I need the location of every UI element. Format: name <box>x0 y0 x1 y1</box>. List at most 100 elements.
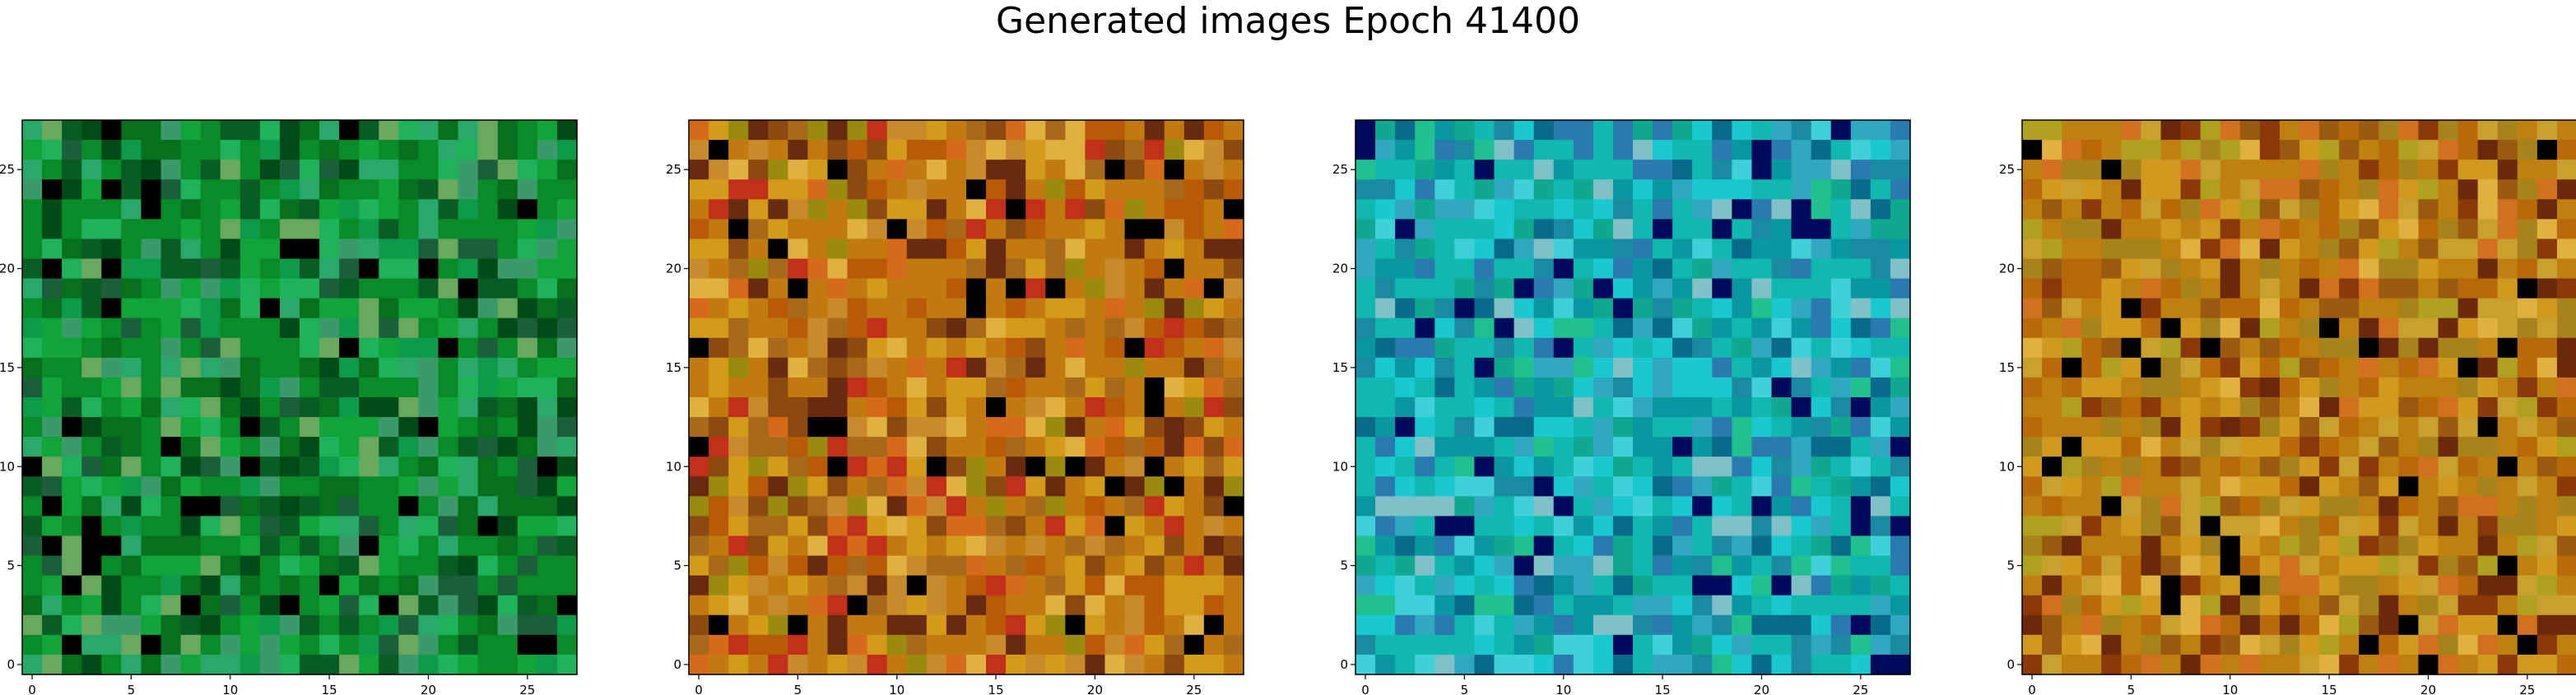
image-pixel <box>1612 179 1634 200</box>
image-pixel <box>418 575 439 596</box>
image-pixel <box>62 496 82 517</box>
image-pixel <box>200 496 221 517</box>
image-pixel <box>359 199 379 220</box>
image-pixel <box>239 437 261 457</box>
image-pixel <box>709 654 729 675</box>
image-pixel <box>1144 437 1165 457</box>
image-pixel <box>906 219 928 240</box>
image-pixel <box>1045 357 1066 378</box>
image-pixel <box>986 595 1007 616</box>
image-pixel <box>1830 535 1852 557</box>
image-pixel <box>2180 278 2202 299</box>
image-pixel <box>827 140 849 160</box>
image-pixel <box>2239 278 2261 299</box>
image-pixel <box>1791 417 1812 438</box>
image-pixel <box>2200 437 2221 457</box>
image-pixel <box>497 496 518 517</box>
image-pixel <box>2239 317 2261 339</box>
image-pixel <box>259 496 281 517</box>
image-pixel <box>867 654 888 675</box>
image-pixel <box>1183 140 1205 160</box>
image-pixel <box>906 634 928 656</box>
image-pixel <box>2536 654 2558 675</box>
image-pixel <box>2398 140 2420 160</box>
image-pixel <box>1415 258 1435 280</box>
image-pixel <box>1415 437 1435 457</box>
image-pixel <box>2279 417 2300 438</box>
image-pixel <box>1203 595 1225 616</box>
image-pixel <box>1593 140 1614 160</box>
image-pixel <box>42 535 63 557</box>
image-pixel <box>418 634 439 656</box>
image-pixel <box>1612 496 1634 517</box>
image-pixel <box>1870 456 1891 477</box>
image-pixel <box>847 140 868 160</box>
image-pixel <box>748 456 769 477</box>
image-pixel <box>1653 239 1673 260</box>
image-pixel <box>966 278 987 299</box>
image-pixel <box>1164 278 1185 299</box>
image-pixel <box>2062 140 2082 160</box>
image-pixel <box>1415 199 1435 220</box>
image-pixel <box>42 298 63 319</box>
image-pixel <box>1494 417 1515 438</box>
image-pixel <box>946 595 967 616</box>
image-pixel <box>1045 337 1066 359</box>
image-pixel <box>300 258 320 280</box>
x-tick-label: 0 <box>1361 683 1369 695</box>
image-pixel <box>1573 595 1594 616</box>
image-pixel <box>689 555 709 577</box>
image-pixel <box>62 239 82 260</box>
image-pixel <box>2180 298 2202 319</box>
image-pixel <box>2359 239 2379 260</box>
image-pixel <box>1223 654 1244 675</box>
image-pixel <box>986 516 1007 537</box>
image-pixel <box>2279 317 2300 339</box>
image-pixel <box>2359 120 2379 141</box>
image-pixel <box>788 199 809 220</box>
image-pixel <box>2279 199 2300 220</box>
image-pixel <box>1732 258 1753 280</box>
image-pixel <box>807 357 829 378</box>
image-pixel <box>121 516 142 537</box>
image-pixel <box>2438 654 2459 675</box>
image-pixel <box>2359 575 2379 596</box>
image-pixel <box>22 634 43 656</box>
image-pixel <box>2359 278 2379 299</box>
image-pixel <box>2279 634 2300 656</box>
image-pixel <box>2378 258 2399 280</box>
image-pixel <box>1434 555 1455 577</box>
image-pixel <box>2536 476 2558 497</box>
image-pixel <box>986 199 1007 220</box>
image-pixel <box>986 654 1007 675</box>
y-tick-label: 10 <box>666 459 681 474</box>
image-pixel <box>2180 535 2202 557</box>
image-pixel <box>1850 160 1872 180</box>
image-pixel <box>2259 258 2281 280</box>
image-pixel <box>1612 278 1634 299</box>
image-pixel <box>497 437 518 457</box>
image-pixel <box>1751 614 1773 636</box>
image-pixel <box>180 219 202 240</box>
image-pixel <box>1375 417 1396 438</box>
image-pixel <box>2200 377 2221 398</box>
image-pixel <box>2299 120 2320 141</box>
image-pixel <box>2239 397 2261 418</box>
image-pixel <box>1375 595 1396 616</box>
image-pixel <box>1751 654 1773 675</box>
image-pixel <box>1553 199 1574 220</box>
image-pixel <box>2418 160 2439 180</box>
image-pixel <box>1771 476 1793 497</box>
image-pixel <box>827 278 849 299</box>
image-pixel <box>2299 535 2320 557</box>
image-pixel <box>1025 179 1046 200</box>
image-pixel <box>339 239 360 260</box>
image-pixel <box>1830 595 1852 616</box>
image-pixel <box>101 357 122 378</box>
image-pixel <box>2339 575 2360 596</box>
image-pixel <box>1395 634 1416 656</box>
image-pixel <box>438 239 459 260</box>
image-pixel <box>1395 219 1416 240</box>
image-pixel <box>1494 219 1515 240</box>
image-pixel <box>1474 160 1495 180</box>
